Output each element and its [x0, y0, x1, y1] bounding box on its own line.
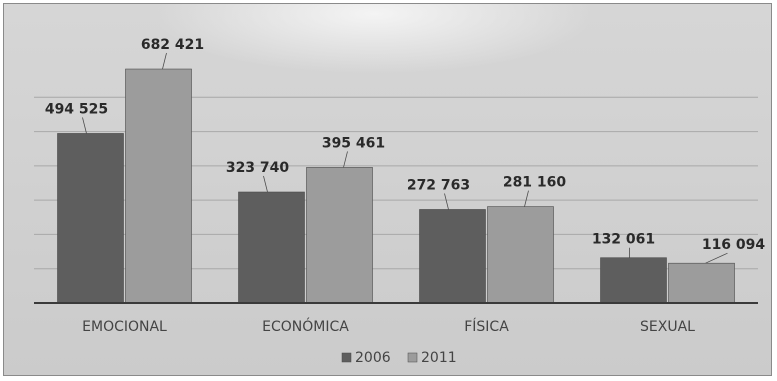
data-label-2011-0: 682 421: [141, 37, 204, 53]
category-label-3: SEXUAL: [640, 319, 695, 335]
leader-line: [263, 175, 268, 193]
leader-line: [524, 190, 529, 207]
data-labels: 494 525 682 421 323 740 395 461 272 763 281 1…: [45, 37, 766, 253]
data-label-2006-0: 494 525: [45, 101, 108, 117]
legend: 2006 2011: [341, 350, 457, 366]
data-label-2011-2: 281 160: [503, 175, 567, 191]
legend-label-2011: 2011: [421, 350, 457, 366]
bar-2006-0: [57, 133, 124, 304]
bar-2006-2: [419, 209, 486, 304]
category-label-1: ECONÓMICA: [262, 317, 349, 335]
data-label-2011-1: 395 461: [322, 135, 385, 151]
data-label-2011-3: 116 094: [702, 237, 766, 253]
data-label-2006-1: 323 740: [226, 160, 290, 176]
bar-2011-1: [306, 167, 373, 304]
leader-line: [444, 193, 449, 210]
legend-swatch-2011: [407, 352, 418, 363]
label-leaders: [82, 52, 728, 264]
bar-2006-1: [238, 191, 305, 304]
legend-swatch-2006: [341, 352, 352, 363]
bar-2011-3: [668, 262, 735, 304]
bar-2011-2: [487, 206, 554, 304]
bars: [57, 68, 735, 304]
leader-line: [162, 52, 167, 70]
bar-2006-3: [600, 257, 667, 304]
data-label-2006-3: 132 061: [592, 232, 655, 248]
category-label-0: EMOCIONAL: [82, 319, 167, 335]
leader-line: [343, 151, 348, 168]
legend-label-2006: 2006: [355, 350, 391, 366]
leader-line: [82, 117, 87, 134]
leader-line: [705, 252, 728, 264]
category-label-2: FÍSICA: [464, 318, 509, 335]
data-label-2006-2: 272 763: [407, 177, 470, 193]
bar-2011-0: [125, 68, 192, 304]
